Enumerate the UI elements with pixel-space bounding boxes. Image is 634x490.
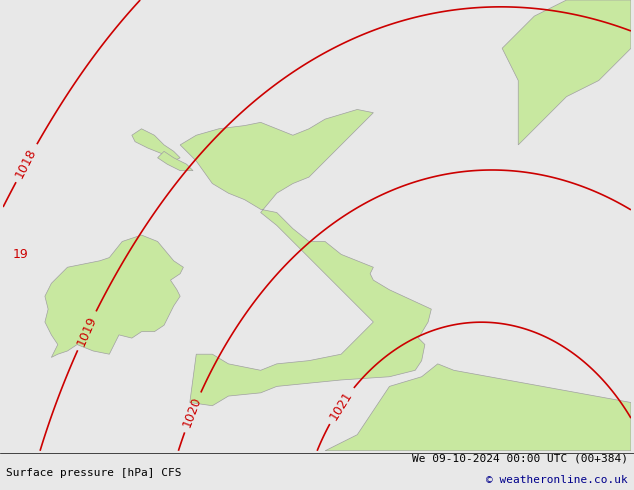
- Polygon shape: [180, 109, 431, 406]
- Polygon shape: [158, 151, 193, 171]
- Text: 1020: 1020: [181, 395, 204, 429]
- Polygon shape: [45, 235, 183, 357]
- Text: 1021: 1021: [327, 389, 355, 422]
- Polygon shape: [132, 129, 180, 161]
- Text: 1018: 1018: [13, 146, 39, 180]
- Text: 19: 19: [13, 247, 29, 261]
- Text: Surface pressure [hPa] CFS: Surface pressure [hPa] CFS: [6, 468, 182, 478]
- Polygon shape: [502, 0, 631, 145]
- Text: © weatheronline.co.uk: © weatheronline.co.uk: [486, 475, 628, 485]
- Polygon shape: [325, 364, 631, 451]
- Text: 1019: 1019: [74, 314, 99, 348]
- Text: We 09-10-2024 00:00 UTC (00+384): We 09-10-2024 00:00 UTC (00+384): [411, 453, 628, 463]
